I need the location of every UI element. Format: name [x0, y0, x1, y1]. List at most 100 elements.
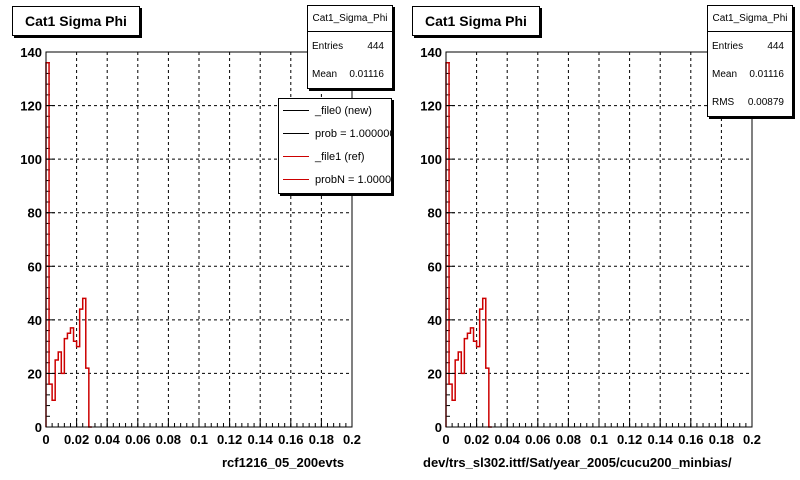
left-bin-11 [80, 309, 83, 427]
left-bin-10 [77, 347, 80, 427]
left-bin-5 [61, 373, 64, 427]
right-y-tick-label-4: 80 [428, 206, 442, 221]
right-histogram-plot: 0 0.02 0.04 0.06 0.08 0.1 0.12 0.14 0.16 0.18 0.2 0… [420, 45, 761, 447]
left-bin-8 [70, 328, 73, 427]
left-bin-13 [86, 368, 89, 427]
right-stats-rms-label: RMS [712, 96, 735, 108]
left-stats-mean-row: Mean 0.01116 [308, 60, 392, 88]
right-x-tick-label-9: 0.18 [709, 432, 734, 447]
right-x-tick-label-2: 0.04 [495, 432, 521, 447]
left-x-tick-label-0: 0 [42, 432, 49, 447]
right-y-tick-label-6: 120 [420, 99, 442, 114]
right-stats-entries-value: 444 [767, 40, 784, 52]
legend-entry-file1: _file1 (ref) [279, 145, 391, 168]
right-y-tick-label-3: 60 [428, 259, 442, 274]
left-legend: _file0 (new) prob = 1.000000 _file1 (ref… [278, 98, 392, 194]
right-bin-8 [470, 328, 473, 427]
right-x-tick-label-1: 0.02 [464, 432, 489, 447]
left-stats-mean-label: Mean [312, 68, 338, 80]
right-y-tick-label-0: 0 [435, 420, 442, 435]
right-x-tick-label-3: 0.06 [525, 432, 550, 447]
left-x-tick-label-1: 0.02 [64, 432, 89, 447]
left-x-tick-label-10: 0.2 [343, 432, 361, 447]
right-bin-10 [477, 347, 480, 427]
right-stats-rms-row: RMS 0.00879 [708, 88, 792, 116]
right-bin-3 [455, 360, 458, 427]
right-x-tick-label-5: 0.1 [590, 432, 608, 447]
left-y-tick-label-5: 100 [20, 152, 42, 167]
right-y-tick-label-1: 20 [428, 366, 442, 381]
left-x-tick-label-4: 0.08 [156, 432, 181, 447]
left-x-tick-label-8: 0.16 [278, 432, 303, 447]
right-stats-name: Cat1_Sigma_Phi [708, 6, 792, 32]
right-histogram-pad: 0 0.02 0.04 0.06 0.08 0.1 0.12 0.14 0.16 0.18 0.2 0… [400, 0, 800, 480]
left-x-tick-label-6: 0.12 [217, 432, 242, 447]
legend-entry-probn: probN = 1.000000 [279, 168, 391, 191]
left-stats-entries-value: 444 [367, 40, 384, 52]
legend-entry-file0: _file0 (new) [279, 99, 391, 122]
right-x-tick-label-10: 0.2 [743, 432, 761, 447]
legend-swatch-file1 [283, 156, 309, 157]
legend-label-prob: prob = 1.000000 [315, 127, 392, 140]
right-x-tick-label-8: 0.16 [678, 432, 703, 447]
left-y-tick-label-4: 80 [28, 206, 42, 221]
legend-swatch-probn [283, 179, 309, 180]
right-x-tick-label-4: 0.08 [556, 432, 581, 447]
right-bin-5 [461, 373, 464, 427]
left-bin-7 [67, 333, 70, 427]
left-bin-1 [49, 384, 52, 427]
legend-label-file0: _file0 (new) [315, 104, 372, 117]
legend-entry-prob: prob = 1.000000 [279, 122, 391, 145]
left-title-box: Cat1 Sigma Phi [12, 6, 140, 36]
right-bin-11 [480, 309, 483, 427]
right-bin-7 [467, 333, 470, 427]
right-title-box: Cat1 Sigma Phi [412, 6, 540, 36]
left-bin-9 [74, 341, 77, 427]
right-x-tick-label-0: 0 [442, 432, 449, 447]
left-bin-4 [58, 352, 61, 427]
left-histogram-pad: 0 0.02 0.04 0.06 0.08 0.1 0.12 0.14 0.16 0.18 0.2 0… [12, 5, 393, 470]
legend-label-file1: _file1 (ref) [315, 150, 365, 163]
left-chart-title: Cat1 Sigma Phi [25, 13, 127, 29]
left-stats-entries-label: Entries [312, 40, 344, 52]
left-y-tick-label-2: 40 [28, 313, 42, 328]
right-stats-box: Cat1_Sigma_Phi Entries 444 Mean 0.01116 … [707, 5, 793, 117]
right-bin-4 [458, 352, 461, 427]
right-bin-6 [464, 339, 467, 427]
right-stats-entries-row: Entries 444 [708, 32, 792, 60]
left-y-tick-label-0: 0 [35, 420, 42, 435]
left-x-tick-label-7: 0.14 [248, 432, 274, 447]
left-stats-box: Cat1_Sigma_Phi Entries 444 Mean 0.01116 [307, 5, 393, 89]
right-bin-1 [449, 384, 452, 427]
right-x-tick-label-6: 0.12 [617, 432, 642, 447]
legend-swatch-file0 [283, 110, 309, 111]
left-stats-name: Cat1_Sigma_Phi [308, 6, 392, 32]
right-y-tick-label-2: 40 [428, 313, 442, 328]
left-bin-3 [55, 360, 58, 427]
left-x-tick-label-5: 0.1 [190, 432, 208, 447]
left-y-tick-label-1: 20 [28, 366, 42, 381]
right-stats-mean-value: 0.01116 [749, 68, 784, 80]
right-bin-12 [483, 298, 486, 427]
right-x-tick-label-7: 0.14 [648, 432, 674, 447]
left-y-tick-label-3: 60 [28, 259, 42, 274]
right-stats-entries-label: Entries [712, 40, 744, 52]
right-histogram-series [445, 61, 492, 428]
left-histogram-series [45, 61, 92, 428]
legend-swatch-prob [283, 133, 309, 134]
right-y-tick-label-7: 140 [420, 45, 442, 60]
right-bin-9 [474, 341, 477, 427]
right-y-tick-label-5: 100 [420, 152, 442, 167]
left-bin-12 [83, 298, 86, 427]
left-y-tick-label-6: 120 [20, 99, 42, 114]
left-x-tick-label-3: 0.06 [125, 432, 150, 447]
left-stats-entries-row: Entries 444 [308, 32, 392, 60]
right-footer-label: dev/trs_sl302.ittf/Sat/year_2005/cucu200… [423, 455, 732, 470]
right-stats-rms-value: 0.00879 [747, 96, 784, 108]
left-footer-label: rcf1216_05_200evts [222, 455, 345, 470]
left-bin-6 [64, 339, 67, 427]
right-bin-2 [452, 400, 455, 427]
right-stats-mean-row: Mean 0.01116 [708, 60, 792, 88]
left-stats-mean-value: 0.01116 [349, 68, 384, 80]
left-x-tick-label-2: 0.04 [95, 432, 121, 447]
